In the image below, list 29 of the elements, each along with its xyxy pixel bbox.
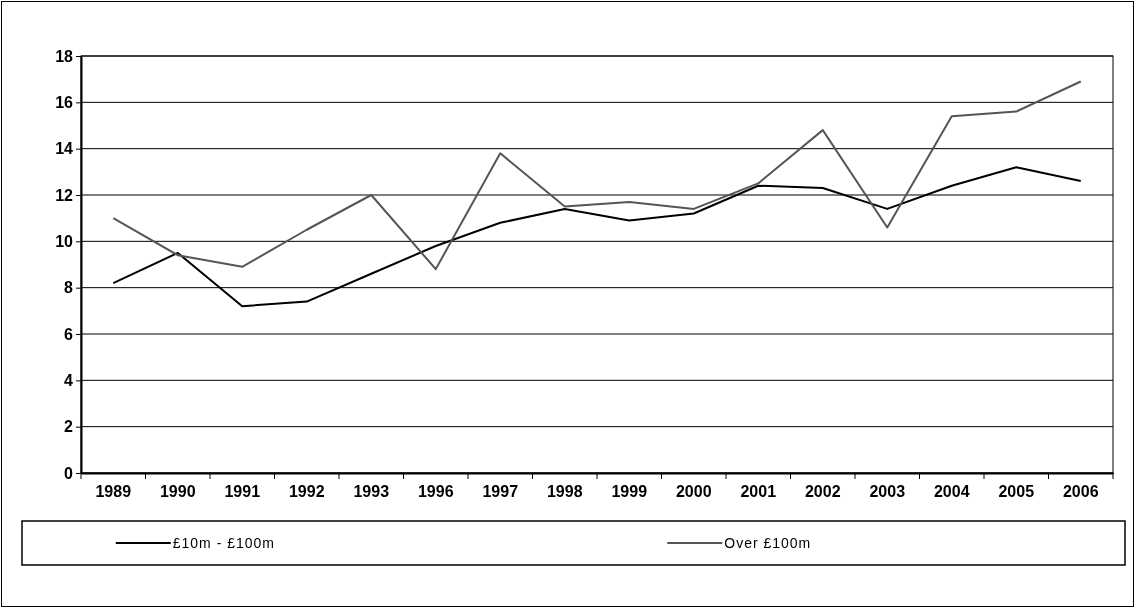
x-tick-label: 1989 [95, 482, 132, 500]
line-series [112, 80, 1082, 271]
x-tick-label: 1991 [224, 482, 261, 500]
y-tick-label: 0 [64, 464, 74, 482]
x-tick-label: 2003 [869, 482, 906, 500]
y-tick-label: 16 [55, 93, 74, 111]
y-tick-label: 18 [55, 47, 74, 65]
y-tick-label: 4 [64, 371, 74, 389]
y-tick-label: 8 [64, 279, 74, 297]
x-tick-label: 2006 [1062, 482, 1099, 500]
x-tick-label: 2004 [933, 482, 970, 500]
y-tick-label: 14 [55, 140, 74, 158]
x-tick-label: 2002 [804, 482, 841, 500]
legend-label: £10m - £100m [172, 535, 276, 551]
x-tick-label: 2001 [740, 482, 777, 500]
x-tick-label: 1999 [611, 482, 648, 500]
x-tick-label: 1997 [482, 482, 519, 500]
y-tick-label: 2 [64, 418, 74, 436]
y-tick-label: 10 [55, 232, 74, 250]
x-tick-label: 1993 [353, 482, 390, 500]
y-tick-label: 6 [64, 325, 74, 343]
x-tick-label: 2000 [675, 482, 712, 500]
x-tick-label: 1996 [417, 482, 454, 500]
x-tick-label: 2005 [998, 482, 1035, 500]
x-tick-label: 1992 [288, 482, 325, 500]
x-tick-label: 1990 [159, 482, 196, 500]
legend-label: Over £100m [724, 535, 812, 551]
x-tick-label: 1998 [546, 482, 583, 500]
y-tick-label: 12 [55, 186, 74, 204]
